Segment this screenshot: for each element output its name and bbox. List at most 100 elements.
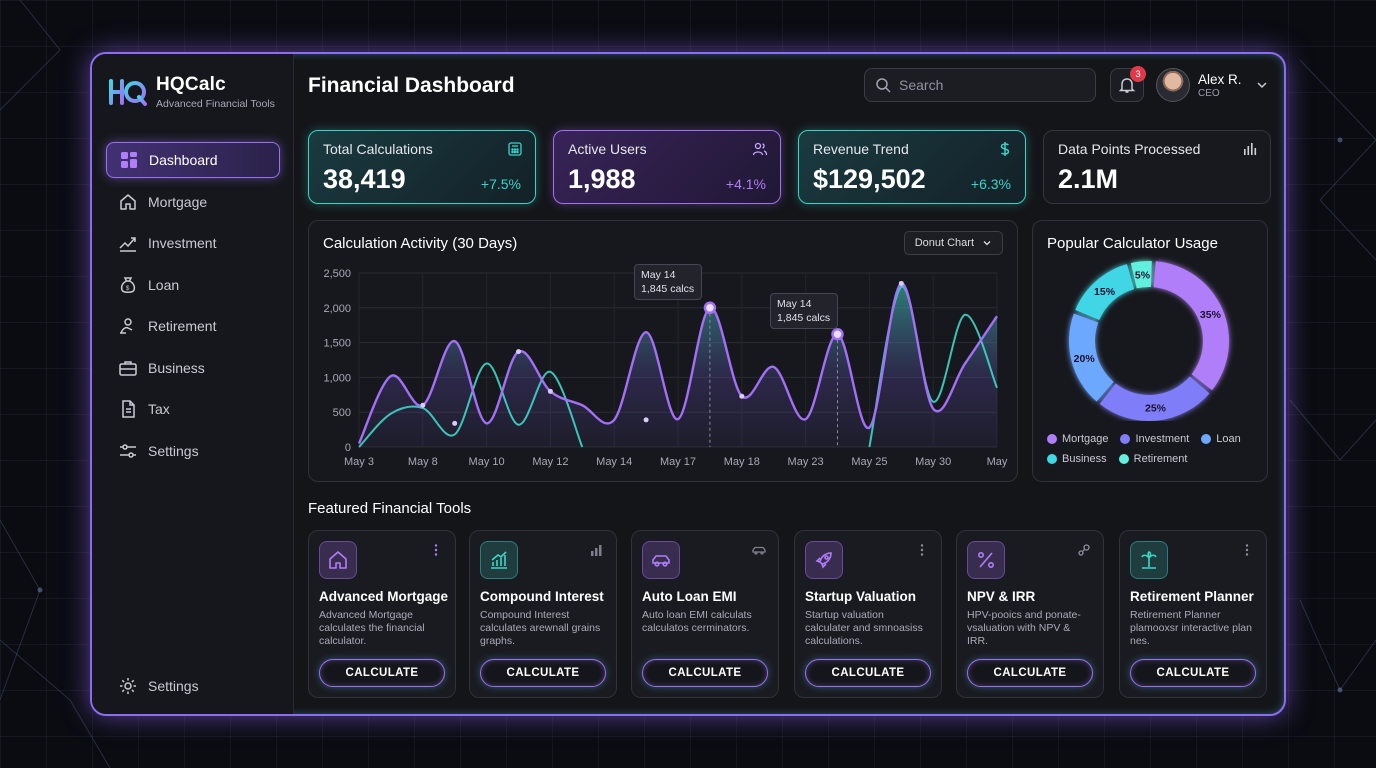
chart-type-dropdown[interactable]: Donut Chart [903, 231, 1003, 255]
y-tick-label: 1,000 [323, 372, 351, 384]
series-line-teal [358, 362, 584, 448]
rocket-icon [815, 552, 832, 569]
car-outline-icon [752, 546, 766, 555]
sidebar-item-dashboard[interactable]: Dashboard [106, 142, 280, 178]
data-point [898, 280, 904, 286]
sidebar-item-investment[interactable]: Investment [106, 225, 280, 261]
tool-name: Startup Valuation [805, 589, 917, 604]
sidebar-item-label: Retirement [148, 318, 217, 334]
sidebar-item-label: Settings [148, 678, 199, 694]
tool-card-npv-irr[interactable]: NPV & IRR HPV-pooics and ponate-vsaluati… [956, 530, 1104, 698]
stat-label: Total Calculations [323, 141, 433, 157]
bell-icon [1118, 78, 1136, 93]
y-tick-label: 2,000 [323, 303, 351, 315]
donut-slice-retirement[interactable] [1130, 261, 1152, 289]
x-tick-label: May 23 [788, 456, 824, 468]
stat-card-data-points[interactable]: Data Points Processed 2.1M [1043, 130, 1271, 204]
sidebar-item-mortgage[interactable]: Mortgage [106, 184, 280, 220]
chevron-down-icon [983, 241, 991, 246]
notification-badge: 3 [1130, 66, 1146, 82]
gear-icon [120, 678, 136, 694]
user-menu[interactable]: Alex R. CEO [1156, 68, 1268, 102]
stat-delta: +6.3% [970, 176, 1011, 192]
tool-card-retirement-planner[interactable]: Retirement Planner Retirement Planner pl… [1119, 530, 1267, 698]
svg-text:$: $ [126, 286, 130, 292]
stat-value: $129,502 [813, 164, 926, 194]
y-tick-label: 1,500 [323, 338, 351, 350]
calculate-button[interactable]: CALCULATE [642, 659, 768, 687]
chart-tooltip: May 14 1,845 calcs [770, 293, 838, 329]
tool-description: HPV-pooics and ponate-vsaluation with NP… [967, 609, 1081, 647]
x-tick-label: May 25 [851, 456, 887, 468]
chart-tooltip: May 14 1,845 calcs [634, 264, 702, 300]
avatar [1156, 68, 1190, 102]
chart-title: Calculation Activity (30 Days) [323, 235, 518, 252]
stat-value: 38,419 [323, 164, 406, 194]
donut-slice-loan[interactable] [1069, 313, 1114, 402]
donut-slice-business[interactable] [1075, 264, 1135, 321]
stat-label: Revenue Trend [813, 141, 909, 157]
more-vertical-icon[interactable] [1240, 543, 1254, 557]
sidebar-item-retirement[interactable]: Retirement [106, 308, 280, 344]
sidebar-item-tax[interactable]: Tax [106, 391, 280, 427]
calculate-button[interactable]: CALCULATE [805, 659, 931, 687]
tool-card-advanced-mortgage[interactable]: Advanced Mortgage Advanced Mortgage calc… [308, 530, 456, 698]
tool-card-compound-interest[interactable]: Compound Interest Compound Interest calc… [469, 530, 617, 698]
tool-icon-box [480, 541, 518, 579]
sidebar-item-label: Mortgage [148, 193, 208, 210]
legend-label: Investment [1135, 433, 1190, 445]
stat-card-active-users[interactable]: Active Users 1,988 +4.1% [553, 130, 781, 204]
tooltip-date: May 14 [777, 298, 812, 310]
sidebar-item-label: Investment [148, 235, 217, 251]
stat-card-revenue-trend[interactable]: Revenue Trend $129,502 +6.3% [798, 130, 1026, 204]
trend-icon [119, 237, 136, 252]
x-tick-label: May 3 [344, 456, 374, 468]
percent-icon [977, 551, 995, 569]
tool-description: Advanced Mortgage calculates the financi… [319, 609, 425, 647]
usage-donut-chart: 35% 25% 20% 15% 5% [1069, 261, 1229, 421]
calculate-button[interactable]: CALCULATE [480, 659, 606, 687]
activity-chart: 2,500 2,000 1,500 1,000 500 0 May 3 May 8 May 10… [323, 268, 1007, 468]
stat-label: Active Users [568, 141, 647, 157]
tool-card-startup-valuation[interactable]: Startup Valuation Startup valuation calc… [794, 530, 942, 698]
calculate-button[interactable]: CALCULATE [319, 659, 445, 687]
bar-chart-icon [1244, 143, 1257, 155]
donut-slice-investment[interactable] [1099, 376, 1210, 421]
sidebar-item-settings[interactable]: Settings [106, 433, 280, 469]
sidebar-item-business[interactable]: Business [106, 350, 280, 386]
donut-slice-mortgage[interactable] [1153, 261, 1229, 391]
search-box[interactable] [864, 68, 1096, 102]
activity-area [359, 283, 997, 447]
y-tick-label: 500 [333, 407, 351, 419]
stat-label: Data Points Processed [1058, 141, 1201, 157]
donut-legend: Mortgage Investment Loan Business Retire… [1047, 433, 1253, 473]
search-input[interactable] [899, 77, 1079, 93]
tool-description: Retirement Planner plamooxsr interactive… [1130, 609, 1252, 647]
more-vertical-icon[interactable] [915, 543, 929, 557]
sidebar-item-label: Tax [148, 401, 170, 417]
donut-slice-label: 25% [1145, 403, 1167, 415]
calculate-button[interactable]: CALCULATE [967, 659, 1093, 687]
more-vertical-icon[interactable] [429, 543, 443, 557]
data-point [420, 402, 426, 408]
donut-slice-label: 20% [1074, 353, 1096, 365]
sidebar-item-loan[interactable]: $ Loan [106, 267, 280, 303]
x-tick-label: May 12 [532, 456, 568, 468]
stat-card-total-calculations[interactable]: Total Calculations 38,419 +7.5% [308, 130, 536, 204]
calculate-button[interactable]: CALCULATE [1130, 659, 1256, 687]
legend-item-mortgage: Mortgage [1047, 433, 1108, 445]
stat-value: 2.1M [1058, 164, 1119, 194]
sidebar-item-label: Loan [148, 276, 180, 293]
usage-donut-panel: Popular Calculator Usage 35% 25% 20% 15% 5% … [1032, 220, 1268, 482]
activity-chart-panel: Calculation Activity (30 Days) Donut Cha… [308, 220, 1018, 482]
dashboard-icon [121, 152, 137, 168]
home-icon [120, 193, 136, 210]
tool-card-auto-loan-emi[interactable]: Auto Loan EMI Auto loan EMI calculats ca… [631, 530, 779, 698]
dollar-icon [1000, 142, 1010, 156]
sidebar-item-settings-bottom[interactable]: Settings [106, 668, 280, 704]
notifications-button[interactable]: 3 [1110, 66, 1146, 102]
tool-name: Retirement Planner [1130, 589, 1254, 604]
series-line-purple [357, 282, 998, 445]
legend-item-business: Business [1047, 453, 1107, 465]
